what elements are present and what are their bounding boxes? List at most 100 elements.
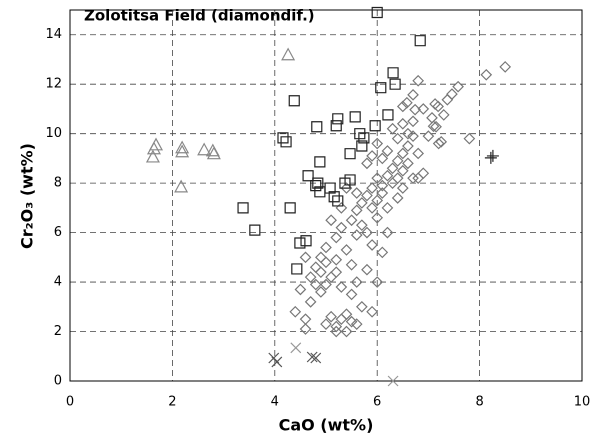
scatter-point <box>175 140 190 154</box>
scatter-point <box>291 263 303 275</box>
scatter-point <box>484 151 497 164</box>
scatter-point <box>402 157 414 170</box>
scatter-point <box>391 132 404 145</box>
scatter-point <box>310 352 322 364</box>
scatter-point <box>345 214 358 227</box>
scatter-point <box>396 182 409 194</box>
scatter-point <box>350 318 363 330</box>
scatter-point <box>391 192 404 204</box>
scatter-point <box>350 276 363 288</box>
scatter-point <box>430 120 442 133</box>
scatter-point <box>314 186 326 198</box>
scatter-point <box>288 95 300 107</box>
scatter-point <box>402 140 414 152</box>
scatter-point <box>387 67 399 79</box>
scatter-point <box>345 288 358 301</box>
scatter-point <box>426 111 438 124</box>
scatter-point <box>289 305 302 318</box>
y-tick-label: 8 <box>54 176 62 191</box>
scatter-point <box>335 221 348 234</box>
scatter-point <box>315 266 327 279</box>
y-tick-label: 10 <box>45 126 62 141</box>
scatter-point <box>355 300 368 313</box>
scatter-point <box>376 246 389 259</box>
scatter-point <box>432 100 444 113</box>
scatter-point <box>391 155 404 167</box>
scatter-point <box>271 356 283 368</box>
x-tick-label: 8 <box>475 395 483 410</box>
scatter-point <box>446 88 458 100</box>
scatter-point <box>315 286 327 298</box>
scatter-point <box>422 130 435 142</box>
scatter-point <box>376 187 389 199</box>
scatter-point <box>345 315 358 328</box>
scatter-point <box>206 146 221 160</box>
scatter-point <box>375 82 387 94</box>
y-tick-label: 2 <box>54 324 62 339</box>
scatter-point <box>396 117 409 130</box>
scatter-point <box>315 251 327 264</box>
scatter-point <box>387 375 399 387</box>
scatter-point <box>381 226 394 239</box>
scatter-point <box>350 187 363 199</box>
scatter-point <box>325 310 337 323</box>
scatter-point <box>396 164 409 177</box>
scatter-point <box>294 283 307 296</box>
scatter-point <box>376 152 389 165</box>
scatter-point <box>391 172 404 185</box>
scatter-point <box>335 202 348 214</box>
scatter-point <box>332 195 344 207</box>
scatter-point <box>355 197 368 209</box>
scatter-point <box>299 323 312 335</box>
scatter-point <box>366 239 378 251</box>
scatter-point <box>237 202 249 214</box>
scatter-point <box>371 137 384 150</box>
scatter-point <box>309 278 322 291</box>
y-axis-label: Cr₂O₃ (wt%) <box>18 143 37 249</box>
scatter-point <box>330 325 343 338</box>
scatter-point <box>366 150 378 162</box>
scatter-point <box>306 351 318 363</box>
scatter-point <box>417 167 430 180</box>
scatter-point <box>330 120 342 132</box>
scatter-point <box>366 305 378 318</box>
scatter-point <box>350 229 363 241</box>
scatter-point <box>396 147 409 160</box>
scatter-point <box>330 320 343 333</box>
scatter-point <box>371 194 384 207</box>
scatter-point <box>414 35 426 47</box>
x-tick-label: 2 <box>168 395 176 410</box>
y-tick-label: 4 <box>54 275 62 290</box>
scatter-point <box>320 256 332 269</box>
scatter-point <box>386 122 399 135</box>
scatter-point <box>300 235 312 247</box>
scatter-point <box>320 241 332 254</box>
scatter-point <box>320 278 332 291</box>
scatter-point <box>402 127 414 140</box>
scatter-point <box>381 169 394 182</box>
scatter-point <box>340 244 353 256</box>
scatter-point <box>299 313 312 326</box>
scatter-point <box>310 180 322 192</box>
y-tick-label: 12 <box>45 77 62 92</box>
scatter-point <box>407 115 419 128</box>
x-axis-label: CaO (wt%) <box>279 416 374 435</box>
scatter-point <box>407 130 419 142</box>
scatter-point <box>376 179 389 192</box>
scatter-point <box>407 172 419 185</box>
scatter-point <box>412 172 425 185</box>
scatter-point <box>197 142 212 156</box>
scatter-point <box>371 276 384 288</box>
scatter-point <box>361 157 373 170</box>
scatter-point <box>311 121 323 133</box>
scatter-point <box>358 132 370 144</box>
scatter-point <box>389 78 401 90</box>
scatter-point <box>355 219 368 232</box>
x-tick-label: 4 <box>271 395 279 410</box>
scatter-point <box>361 226 373 239</box>
scatter-point <box>294 237 306 249</box>
scatter-point <box>412 74 425 87</box>
scatter-point <box>302 170 314 182</box>
scatter-point <box>284 202 296 214</box>
